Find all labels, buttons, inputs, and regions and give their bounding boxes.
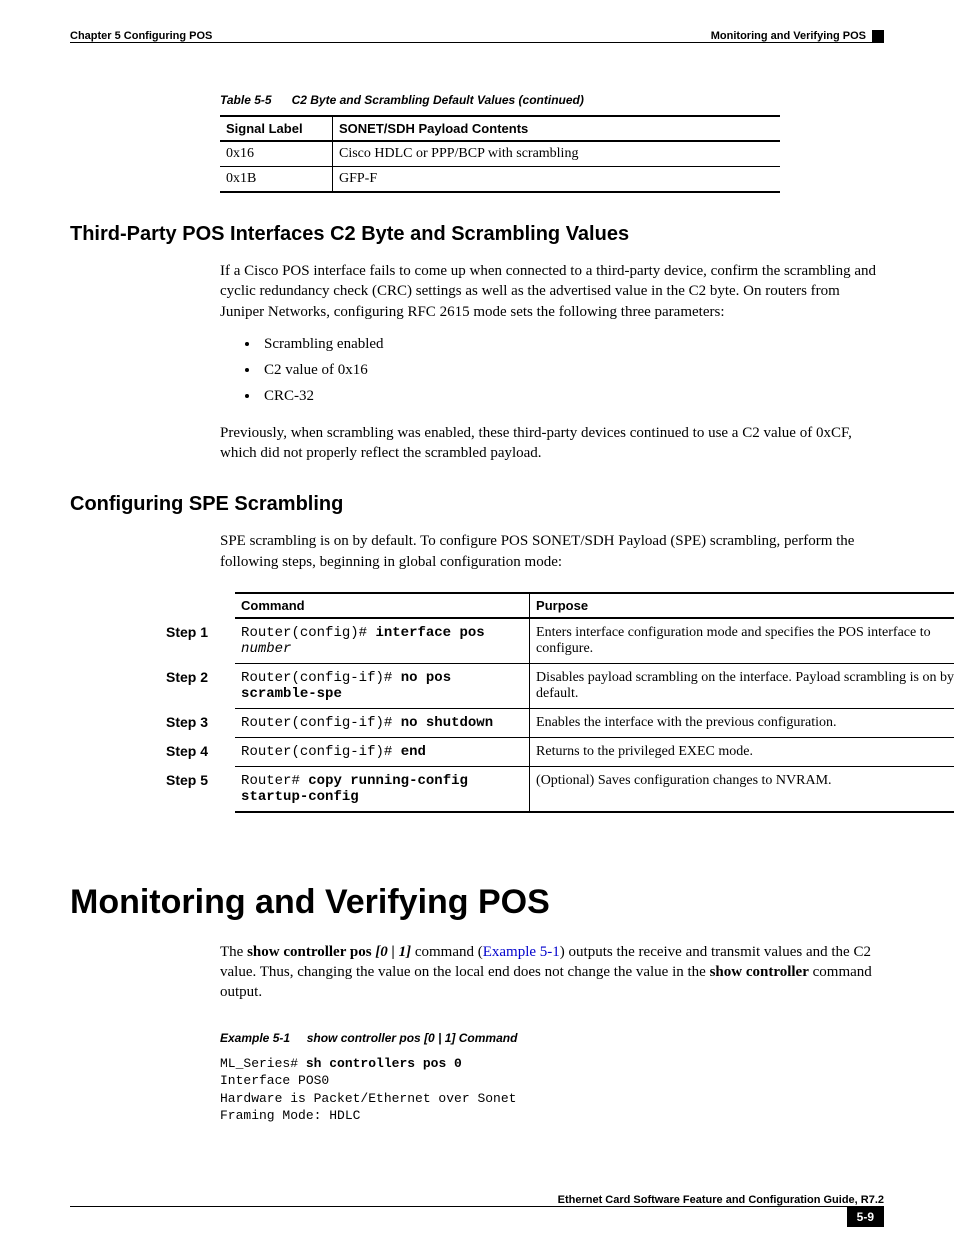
page: Chapter 5 Configuring POS Monitoring and… [0, 0, 954, 1235]
purpose-cell: Enters interface configuration mode and … [530, 618, 954, 664]
text-ital: [0 | 1] [375, 944, 415, 960]
step-label: Step 1 [160, 618, 235, 664]
step-label: Step 5 [160, 766, 235, 812]
para: SPE scrambling is on by default. To conf… [220, 531, 884, 572]
command-cell: Router(config-if)# no shutdown [235, 708, 529, 737]
cell: GFP-F [333, 167, 781, 193]
header-rule [70, 42, 884, 43]
footer-rule [70, 1206, 884, 1207]
content-area: Table 5-5 C2 Byte and Scrambling Default… [70, 93, 884, 1125]
table-row: Step 4 Router(config-if)# end Returns to… [160, 737, 954, 766]
col-payload: SONET/SDH Payload Contents [333, 116, 781, 141]
page-number: 5-9 [847, 1207, 884, 1227]
empty [160, 593, 235, 618]
page-footer: Ethernet Card Software Feature and Confi… [70, 1194, 884, 1209]
code-cmd: sh controllers pos 0 [306, 1056, 462, 1071]
command-cell: Router(config)# interface pos number [235, 618, 529, 664]
prompt: Router(config-if)# [241, 715, 401, 731]
footer-title: Ethernet Card Software Feature and Confi… [558, 1194, 884, 1206]
purpose-cell: (Optional) Saves configuration changes t… [530, 766, 954, 812]
section-marker-icon [872, 30, 884, 42]
table-num: Table 5-5 [220, 93, 272, 107]
arg: number [241, 641, 291, 657]
para: The show controller pos [0 | 1] command … [220, 942, 884, 1003]
list-item: Scrambling enabled [260, 332, 884, 356]
steps-table: Command Purpose Step 1 Router(config)# i… [160, 592, 954, 813]
table-row: Step 5 Router# copy running-configstartu… [160, 766, 954, 812]
code-line: Interface POS0 [220, 1073, 329, 1088]
example-caption: show controller pos [0 | 1] Command [307, 1031, 518, 1045]
list-item: C2 value of 0x16 [260, 358, 884, 382]
code-block: ML_Series# sh controllers pos 0 Interfac… [220, 1055, 884, 1125]
heading-spe: Configuring SPE Scrambling [70, 493, 884, 516]
bullet-list: Scrambling enabled C2 value of 0x16 CRC-… [240, 332, 884, 408]
text: command ( [415, 944, 483, 960]
example-link[interactable]: Example 5-1 [483, 944, 560, 960]
example-5-1-title: Example 5-1 show controller pos [0 | 1] … [220, 1031, 884, 1045]
table-row: Step 2 Router(config-if)# no posscramble… [160, 663, 954, 708]
text-bold: show controller [710, 964, 809, 980]
step-label: Step 4 [160, 737, 235, 766]
purpose-cell: Enables the interface with the previous … [530, 708, 954, 737]
cmd: interface pos [375, 625, 484, 641]
prompt: Router# [241, 773, 308, 789]
col-signal-label: Signal Label [220, 116, 333, 141]
purpose-cell: Returns to the privileged EXEC mode. [530, 737, 954, 766]
table-row: Step 3 Router(config-if)# no shutdown En… [160, 708, 954, 737]
cell: Cisco HDLC or PPP/BCP with scrambling [333, 141, 781, 167]
text-bold: show controller pos [247, 944, 375, 960]
step-label: Step 2 [160, 663, 235, 708]
heading-third-party: Third-Party POS Interfaces C2 Byte and S… [70, 223, 884, 246]
table-5-5: Signal Label SONET/SDH Payload Contents … [220, 115, 780, 193]
code-line: Hardware is Packet/Ethernet over Sonet [220, 1091, 516, 1106]
example-num: Example 5-1 [220, 1031, 290, 1045]
header-right-group: Monitoring and Verifying POS [711, 30, 884, 42]
prompt: Router(config)# [241, 625, 375, 641]
purpose-cell: Disables payload scrambling on the inter… [530, 663, 954, 708]
prompt: Router(config-if)# [241, 670, 401, 686]
heading-monitoring: Monitoring and Verifying POS [70, 883, 884, 922]
col-purpose: Purpose [530, 593, 954, 618]
table-row: Step 1 Router(config)# interface pos numb… [160, 618, 954, 664]
cell: 0x16 [220, 141, 333, 167]
header-left: Chapter 5 Configuring POS [70, 30, 212, 42]
cell: 0x1B [220, 167, 333, 193]
table-5-5-caption: Table 5-5 C2 Byte and Scrambling Default… [220, 93, 884, 107]
table-row: 0x16 Cisco HDLC or PPP/BCP with scrambli… [220, 141, 780, 167]
cmd: no shutdown [401, 715, 493, 731]
table-row: 0x1B GFP-F [220, 167, 780, 193]
command-cell: Router# copy running-configstartup-confi… [235, 766, 529, 812]
code-line: Framing Mode: HDLC [220, 1108, 360, 1123]
para: If a Cisco POS interface fails to come u… [220, 261, 884, 322]
header-right: Monitoring and Verifying POS [711, 30, 866, 42]
cmd: end [401, 744, 426, 760]
code-prompt: ML_Series# [220, 1056, 306, 1071]
text: The [220, 944, 247, 960]
command-cell: Router(config-if)# no posscramble-spe [235, 663, 529, 708]
step-label: Step 3 [160, 708, 235, 737]
page-header: Chapter 5 Configuring POS Monitoring and… [70, 30, 884, 43]
table-title: C2 Byte and Scrambling Default Values (c… [292, 93, 584, 107]
prompt: Router(config-if)# [241, 744, 401, 760]
para: Previously, when scrambling was enabled,… [220, 423, 884, 464]
command-cell: Router(config-if)# end [235, 737, 529, 766]
list-item: CRC-32 [260, 384, 884, 408]
col-command: Command [235, 593, 529, 618]
